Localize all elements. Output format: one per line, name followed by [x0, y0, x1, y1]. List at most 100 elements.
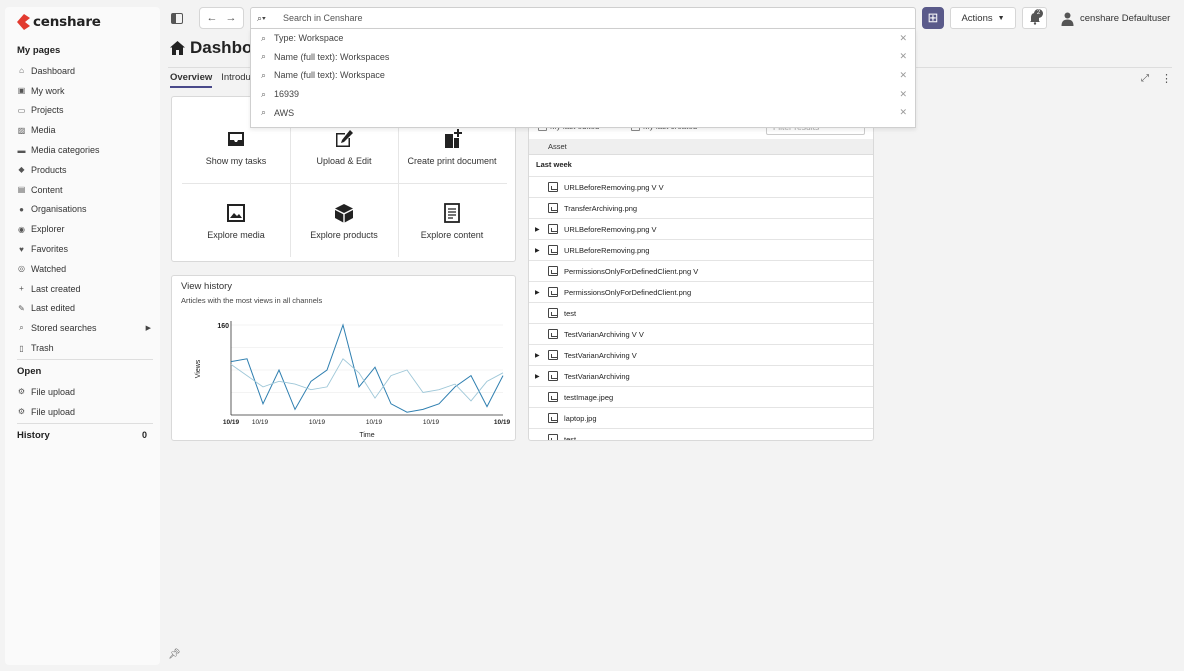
document-icon [444, 202, 460, 223]
pin-icon[interactable]: 📌︎ [168, 649, 181, 660]
chart-subtitle: Articles with the most views in all chan… [181, 296, 323, 305]
asset-name: laptop.jpg [564, 413, 597, 423]
sidebar-item-content[interactable]: ▤ Content [17, 180, 153, 200]
table-row[interactable]: test [529, 428, 873, 440]
document-plus-icon [445, 128, 462, 148]
notifications-button[interactable]: 2 [1022, 7, 1047, 29]
sidebar-nav: ⌂ Dashboard ▣ My work ▭ Projects ▨ Media ▬ Media … [17, 61, 153, 358]
table-row[interactable]: test [529, 302, 873, 323]
search-suggestion[interactable]: ⌕ Name (full text): Workspace ✕ [251, 66, 915, 85]
sidebar-item-products[interactable]: ◆ Products [17, 160, 153, 180]
edit-icon [336, 129, 353, 147]
sidebar-item-media[interactable]: ▨ Media [17, 120, 153, 140]
asset-name: TestVarianArchiving V [564, 350, 637, 360]
table-row[interactable]: TestVarianArchiving V V [529, 323, 873, 344]
group-label: Last week [536, 160, 572, 169]
quick-action-label: Explore media [207, 229, 265, 240]
image-icon [548, 266, 558, 276]
table-row[interactable]: ▶ TestVarianArchiving V [529, 344, 873, 365]
inbox-icon [228, 131, 244, 146]
explore-products-button[interactable]: Explore products [290, 183, 398, 259]
sidebar-item-dashboard[interactable]: ⌂ Dashboard [17, 61, 153, 81]
image-icon [548, 371, 558, 381]
remove-suggestion-icon[interactable]: ✕ [899, 69, 907, 80]
sidebar-item-last-edited[interactable]: ✎ Last edited [17, 299, 153, 319]
explore-content-button[interactable]: Explore content [398, 183, 506, 259]
gear-icon: ⚙ [17, 407, 26, 417]
expand-icon[interactable]: ▶ [535, 289, 540, 296]
more-options-icon[interactable]: ⋮ [1161, 73, 1172, 85]
x-tick-label: 10/19 [423, 419, 440, 426]
heart-icon: ♥ [19, 244, 24, 254]
sidebar: censhare My pages ⌂ Dashboard ▣ My work ▭ Pro… [5, 7, 160, 665]
sidebar-item-explorer[interactable]: ◉ Explorer [17, 219, 153, 239]
table-row[interactable]: testImage.jpeg [529, 386, 873, 407]
show-my-tasks-button[interactable]: Show my tasks [182, 109, 290, 185]
remove-suggestion-icon[interactable]: ✕ [899, 107, 907, 118]
remove-suggestion-icon[interactable]: ✕ [899, 32, 907, 43]
grid-divider [290, 117, 291, 257]
upload-edit-button[interactable]: Upload & Edit [290, 109, 398, 185]
remove-suggestion-icon[interactable]: ✕ [899, 88, 907, 99]
sidebar-item-my-work[interactable]: ▣ My work [17, 81, 153, 101]
sidebar-item-label: Stored searches [31, 323, 97, 334]
table-row[interactable]: ▶ PermissionsOnlyForDefinedClient.png [529, 281, 873, 302]
table-row[interactable]: PermissionsOnlyForDefinedClient.png V [529, 260, 873, 281]
sidebar-item-label: Explorer [31, 224, 65, 235]
suggestion-label: Name (full text): Workspace [274, 70, 385, 81]
sidebar-item-file-upload[interactable]: ⚙ File upload [17, 382, 153, 402]
table-row[interactable]: ▶ URLBeforeRemoving.png [529, 239, 873, 260]
fullscreen-icon[interactable]: ⤢ [1141, 73, 1149, 84]
sidebar-item-media-categories[interactable]: ▬ Media categories [17, 140, 153, 160]
table-row[interactable]: TransferArchiving.png [529, 197, 873, 218]
search-input[interactable]: ⌕▾ Search in Censhare [250, 7, 916, 29]
sidebar-item-organisations[interactable]: ● Organisations [17, 200, 153, 220]
sidebar-toggle-icon[interactable] [168, 9, 185, 27]
remove-suggestion-icon[interactable]: ✕ [899, 51, 907, 62]
explore-media-button[interactable]: Explore media [182, 183, 290, 259]
quick-action-label: Upload & Edit [316, 155, 372, 166]
x-tick-label: 10/19 [366, 419, 383, 426]
sidebar-divider [17, 359, 153, 360]
sidebar-item-favorites[interactable]: ♥ Favorites [17, 239, 153, 259]
create-print-document-button[interactable]: Create print document [398, 109, 506, 185]
sidebar-item-trash[interactable]: ▯ Trash [17, 338, 153, 358]
sidebar-item-label: Watched [31, 263, 67, 274]
history-count: 0 [141, 430, 147, 440]
search-suggestion[interactable]: ⌕ Type: Workspace ✕ [251, 29, 915, 48]
quick-action-label: Explore products [310, 229, 378, 240]
sidebar-item-projects[interactable]: ▭ Projects [17, 101, 153, 121]
search-suggestion[interactable]: ⌕ Name (full text): Workspaces ✕ [251, 48, 915, 67]
history-title[interactable]: History [17, 430, 50, 441]
search-suggestion[interactable]: ⌕ AWS ✕ [251, 103, 915, 122]
tab-overview[interactable]: Overview [170, 72, 213, 88]
expand-icon[interactable]: ▶ [535, 226, 540, 233]
forward-arrow-icon[interactable]: → [225, 12, 237, 24]
search-suggestions: ⌕ Type: Workspace ✕ ⌕ Name (full text): Work… [250, 29, 916, 128]
censhare-logo[interactable]: censhare [17, 13, 101, 31]
expand-icon[interactable]: ▶ [535, 373, 540, 380]
table-row[interactable]: ▶ URLBeforeRemoving.png V [529, 218, 873, 239]
expand-icon[interactable]: ▶ [535, 352, 540, 359]
sidebar-item-stored-searches[interactable]: ⌕ Stored searches ▶ [17, 318, 153, 338]
sidebar-item-last-created[interactable]: + Last created [17, 279, 153, 299]
image-icon [548, 413, 558, 423]
sidebar-item-label: Last created [31, 283, 81, 294]
expand-icon[interactable]: ▶ [535, 247, 540, 254]
table-row[interactable]: ▶ TestVarianArchiving [529, 365, 873, 386]
tab-introduction[interactable]: Introduc [221, 72, 256, 83]
sidebar-item-file-upload[interactable]: ⚙ File upload [17, 402, 153, 422]
table-row[interactable]: URLBeforeRemoving.png V V [529, 176, 873, 197]
column-header-asset[interactable]: Asset [529, 139, 873, 155]
user-menu[interactable]: censhare Defaultuser [1060, 11, 1170, 26]
search-suggestion[interactable]: ⌕ 16939 ✕ [251, 85, 915, 104]
table-row[interactable]: laptop.jpg [529, 407, 873, 428]
sidebar-item-watched[interactable]: ◎ Watched [17, 259, 153, 279]
actions-button[interactable]: Actions ▼ [950, 7, 1016, 29]
search-scope-icon[interactable]: ⌕▾ [257, 13, 266, 23]
add-new-icon[interactable]: ⊞ [922, 7, 944, 29]
history-nav: ← → [199, 7, 244, 29]
back-arrow-icon[interactable]: ← [206, 12, 218, 24]
chart-title: View history [181, 281, 233, 292]
folder-icon: ▬ [17, 145, 26, 155]
